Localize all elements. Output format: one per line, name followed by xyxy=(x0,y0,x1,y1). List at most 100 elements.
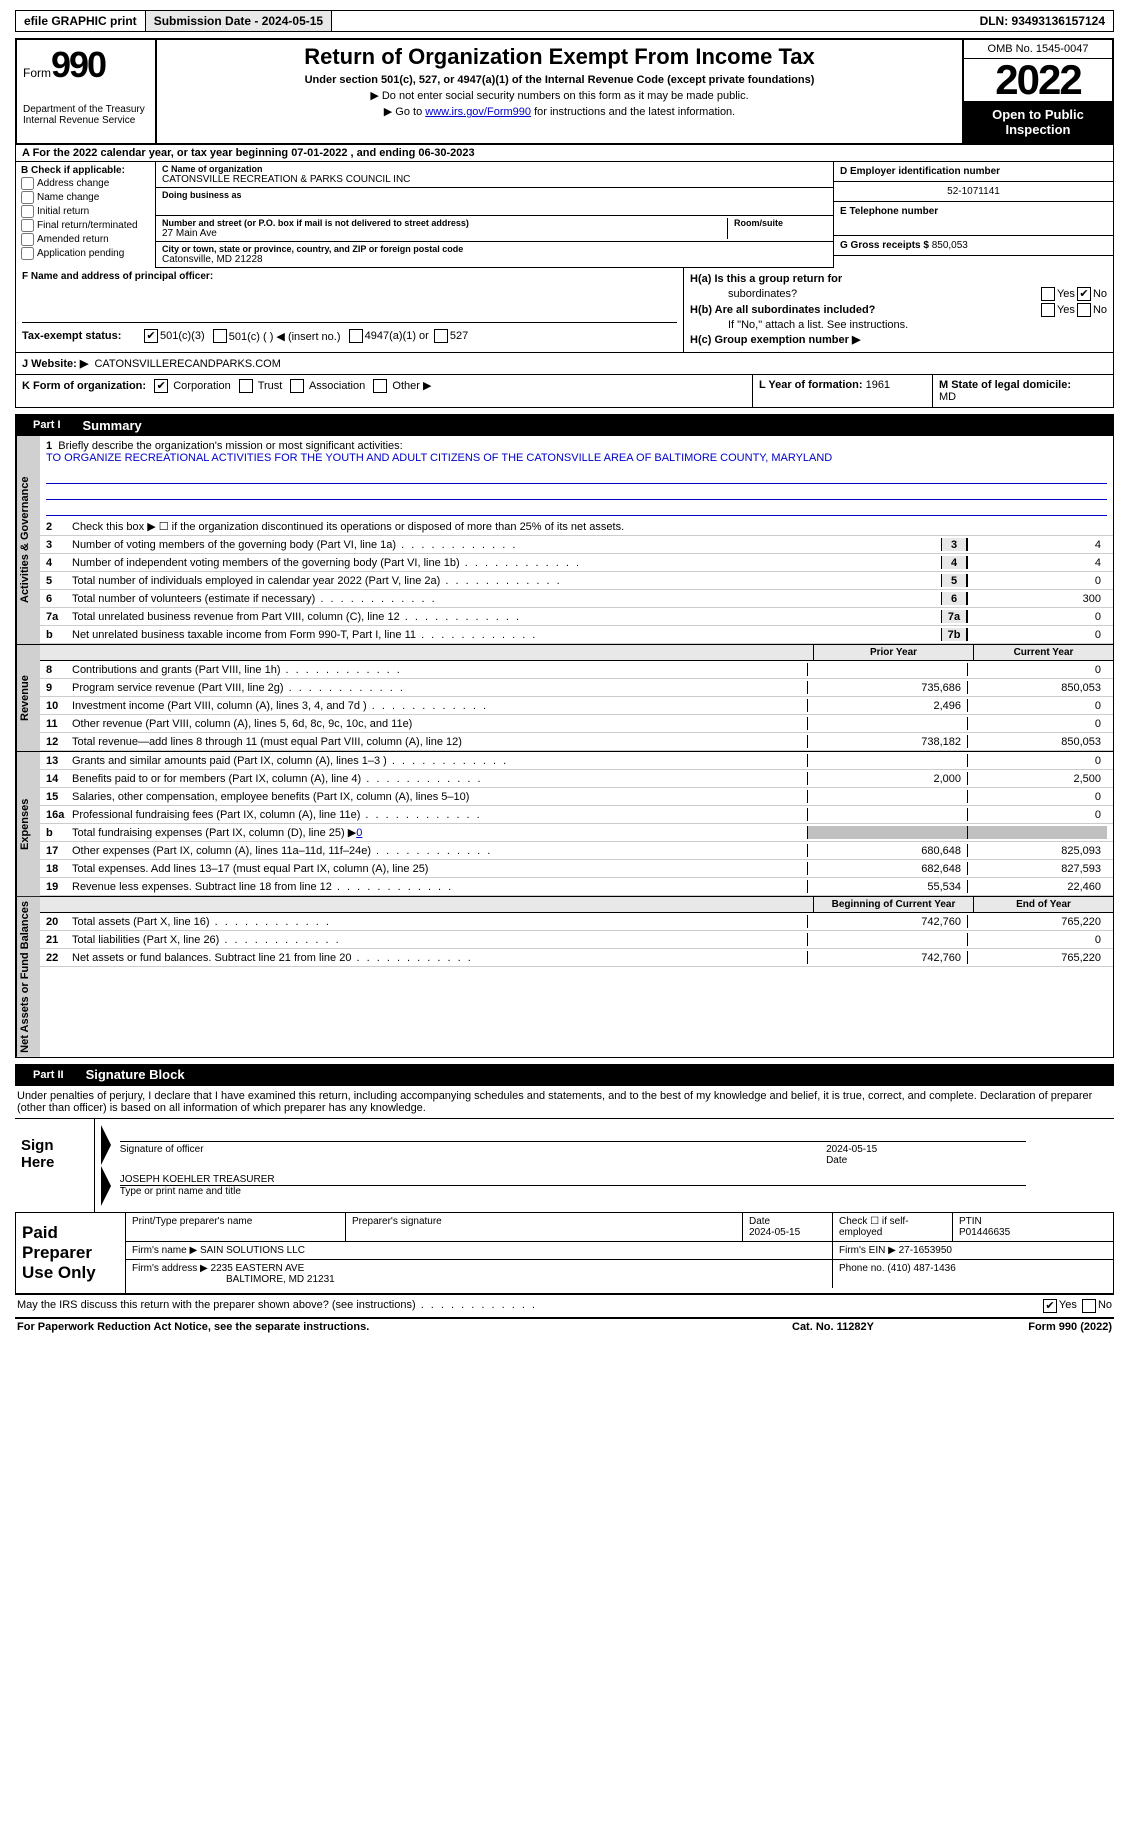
col-b-title: B Check if applicable: xyxy=(21,165,150,176)
chk-name: Name change xyxy=(21,191,150,204)
form-number: 990 xyxy=(51,44,105,85)
p10: 2,496 xyxy=(807,699,967,712)
p21 xyxy=(807,933,967,946)
part2-num: Part II xyxy=(23,1067,74,1083)
line5: Total number of individuals employed in … xyxy=(72,575,941,587)
phone-label: E Telephone number xyxy=(834,202,1113,236)
sign-here-block: Sign Here Signature of officer2024-05-15… xyxy=(15,1119,1114,1213)
chk-trust[interactable] xyxy=(239,379,253,393)
vtab-revenue: Revenue xyxy=(16,645,40,751)
line2: Check this box ▶ ☐ if the organization d… xyxy=(72,520,1107,533)
chk-501c3[interactable] xyxy=(144,329,158,343)
chk-amended: Amended return xyxy=(21,233,150,246)
chk-other[interactable] xyxy=(373,379,387,393)
p17: 680,648 xyxy=(807,844,967,857)
line16a: Professional fundraising fees (Part IX, … xyxy=(72,809,807,821)
c20: 765,220 xyxy=(967,915,1107,928)
paid-preparer-label: Paid Preparer Use Only xyxy=(16,1213,126,1293)
end-hdr: End of Year xyxy=(973,897,1113,912)
hb-no[interactable] xyxy=(1077,303,1091,317)
line11: Other revenue (Part VIII, column (A), li… xyxy=(72,718,807,730)
p8 xyxy=(807,663,967,676)
irs-link[interactable]: www.irs.gov/Form990 xyxy=(425,106,531,118)
c22: 765,220 xyxy=(967,951,1107,964)
c16a: 0 xyxy=(967,808,1107,821)
p15 xyxy=(807,790,967,803)
domicile-label: M State of legal domicile: xyxy=(939,379,1071,391)
cat-no: Cat. No. 11282Y xyxy=(792,1321,972,1333)
row-k: K Form of organization: Corporation Trus… xyxy=(15,375,1114,408)
firm-city: BALTIMORE, MD 21231 xyxy=(132,1274,335,1285)
col-b: B Check if applicable: Address change Na… xyxy=(16,162,156,268)
discuss-no[interactable] xyxy=(1082,1299,1096,1313)
chk-assoc[interactable] xyxy=(290,379,304,393)
part2-title: Signature Block xyxy=(86,1067,185,1082)
prep-sig-label: Preparer's signature xyxy=(346,1213,743,1241)
irs-label: Internal Revenue Service xyxy=(23,115,149,126)
firm-phone: (410) 487-1436 xyxy=(887,1263,955,1274)
mission-blank-line xyxy=(46,502,1107,516)
c18: 827,593 xyxy=(967,862,1107,875)
part1-body: Activities & Governance 1 Briefly descri… xyxy=(15,436,1114,1058)
chk-pending: Application pending xyxy=(21,247,150,260)
mission-blank-line xyxy=(46,470,1107,484)
v4: 4 xyxy=(967,556,1107,569)
p14: 2,000 xyxy=(807,772,967,785)
block-fh: F Name and address of principal officer:… xyxy=(15,268,1114,353)
tax-exempt-label: Tax-exempt status: xyxy=(22,330,142,342)
line21: Total liabilities (Part X, line 26) xyxy=(72,934,807,946)
v6: 300 xyxy=(967,592,1107,605)
discuss-yes[interactable] xyxy=(1043,1299,1057,1313)
row-j: J Website: ▶ CATONSVILLERECANDPARKS.COM xyxy=(15,353,1114,375)
efile-label[interactable]: efile GRAPHIC print xyxy=(16,11,146,31)
line8: Contributions and grants (Part VIII, lin… xyxy=(72,664,807,676)
chk-4947[interactable] xyxy=(349,329,363,343)
part1-num: Part I xyxy=(23,417,71,433)
form-header: Form990 Department of the Treasury Inter… xyxy=(15,38,1114,145)
p22: 742,760 xyxy=(807,951,967,964)
c9: 850,053 xyxy=(967,681,1107,694)
name-title-label: Type or print name and title xyxy=(120,1185,1026,1197)
sign-here-label: Sign Here xyxy=(15,1119,95,1212)
year-formation-label: L Year of formation: xyxy=(759,379,863,391)
line4: Number of independent voting members of … xyxy=(72,557,941,569)
hb-yes[interactable] xyxy=(1041,303,1055,317)
goto-note: Go to www.irs.gov/Form990 for instructio… xyxy=(167,105,952,118)
prep-date: 2024-05-15 xyxy=(749,1227,800,1238)
chk-527[interactable] xyxy=(434,329,448,343)
line15: Salaries, other compensation, employee b… xyxy=(72,791,807,803)
chk-final: Final return/terminated xyxy=(21,219,150,232)
sig-date-val: 2024-05-15 xyxy=(826,1144,877,1155)
mission-text: TO ORGANIZE RECREATIONAL ACTIVITIES FOR … xyxy=(46,452,832,464)
line19: Revenue less expenses. Subtract line 18 … xyxy=(72,881,807,893)
city-label: City or town, state or province, country… xyxy=(162,244,827,254)
officer-name: JOSEPH KOEHLER TREASURER xyxy=(120,1174,1026,1185)
form-subtitle: Under section 501(c), 527, or 4947(a)(1)… xyxy=(167,74,952,86)
firm-phone-label: Phone no. xyxy=(839,1263,885,1274)
p16a xyxy=(807,808,967,821)
ha-no[interactable] xyxy=(1077,287,1091,301)
chk-corp[interactable] xyxy=(154,379,168,393)
firm-name: SAIN SOLUTIONS LLC xyxy=(200,1245,305,1256)
sig-intro: Under penalties of perjury, I declare th… xyxy=(15,1086,1114,1119)
p20: 742,760 xyxy=(807,915,967,928)
website-value: CATONSVILLERECANDPARKS.COM xyxy=(94,358,280,370)
vtab-activities: Activities & Governance xyxy=(16,436,40,644)
street-addr: 27 Main Ave xyxy=(162,228,727,239)
mission-label: Briefly describe the organization's miss… xyxy=(58,440,402,452)
form-label: Form xyxy=(23,66,51,80)
chk-501c[interactable] xyxy=(213,329,227,343)
c14: 2,500 xyxy=(967,772,1107,785)
v7b: 0 xyxy=(967,628,1107,641)
form-org-label: K Form of organization: xyxy=(22,380,146,392)
c17: 825,093 xyxy=(967,844,1107,857)
room-label: Room/suite xyxy=(734,218,827,228)
line20: Total assets (Part X, line 16) xyxy=(72,916,807,928)
v7a: 0 xyxy=(967,610,1107,623)
part2-header: Part II Signature Block xyxy=(15,1064,1114,1086)
ein-label: D Employer identification number xyxy=(834,162,1113,182)
line17: Other expenses (Part IX, column (A), lin… xyxy=(72,845,807,857)
line7a: Total unrelated business revenue from Pa… xyxy=(72,611,941,623)
ha-yes[interactable] xyxy=(1041,287,1055,301)
chk-initial: Initial return xyxy=(21,205,150,218)
